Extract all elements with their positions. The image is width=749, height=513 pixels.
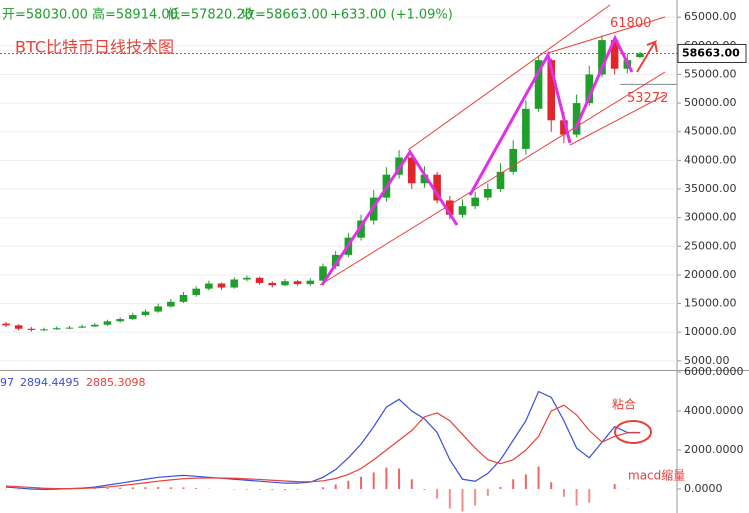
candle-body [27,328,36,330]
y-tick-label: 30000.00 [684,211,737,224]
channel-line [569,94,666,146]
wave-arrow [468,50,572,196]
candle-body [293,281,302,285]
candle-body [420,174,429,184]
candle-body [255,277,264,283]
candle-body [458,206,467,215]
y-tick-label: 10000.00 [684,325,737,338]
candle-body [78,326,86,328]
y-tick-label: 6000.0000 [684,365,744,378]
candle-body [319,266,327,281]
y-tick-label: 35000.00 [684,182,737,195]
candle-body [471,197,479,207]
candle-body [52,328,61,330]
chart-title: BTC比特币日线技术图 [15,38,174,57]
candle-body [281,281,289,286]
annotation: 粘合 [612,397,636,412]
candle-body [636,53,644,58]
candle-body [306,280,315,285]
candle-body [547,60,556,121]
forecast-arrow [636,40,658,73]
candle-body [445,200,454,215]
candle-body [243,277,251,280]
channel-line [407,4,611,151]
candle-body [141,311,150,316]
candle-body [534,60,543,109]
y-tick-label: 55000.00 [684,67,737,80]
macd-header: 2885.3098 [86,376,146,389]
candle-body [179,294,188,302]
price-tag: 58663.00 [682,46,740,59]
header-info: 高=58914.00 [92,7,178,23]
header-info: +633.00 (+1.09%) [330,8,453,23]
candle-body [192,288,201,295]
candle-body [496,171,505,190]
candle-body [90,324,99,327]
price-tag-box [677,43,747,63]
y-tick-label: 25000.00 [684,239,737,252]
candle-body [103,321,112,325]
candle-body [230,279,239,288]
macd-header: 2894.4495 [20,376,80,389]
candle-body [65,327,74,329]
annotation: 53272 [627,91,668,106]
y-tick-label: 5000.00 [684,354,730,367]
macd-line [5,404,641,490]
candle-body [40,329,48,331]
candle-body [509,148,518,172]
y-tick-label: 20000.00 [684,268,737,281]
y-tick-label: 0.0000 [684,482,723,495]
candle-body [268,282,277,286]
candle-body [154,306,162,312]
candle-body [585,74,594,104]
macd-header: 97 [0,376,14,389]
candle-body [407,157,416,184]
candle-body [522,108,530,149]
macd-line [5,390,641,491]
y-tick-label: 4000.0000 [684,404,744,417]
trend-annotations [319,4,666,444]
candle-body [331,254,340,267]
candle-body [610,40,619,69]
y-tick-label: 2000.0000 [684,443,744,456]
channel-line [547,16,666,54]
wave-arrow [573,34,634,131]
candle-body [484,189,492,198]
candle-body [217,283,226,288]
y-tick-label: 15000.00 [684,297,737,310]
candle-body [14,325,23,329]
candle-body [116,319,124,322]
y-tick-label: 50000.00 [684,96,737,109]
header-info: 低=57820.20 [167,8,253,23]
candle-body [2,323,10,326]
header-info: 收=58663.00 [242,8,328,23]
y-tick-label: 65000.00 [684,10,737,23]
candle-body [167,301,175,307]
candle-body [128,315,137,320]
candle-body [357,220,365,238]
candle-body [433,174,441,201]
highlight-circle [614,420,652,444]
candle-body [598,40,606,75]
y-tick-label: 45000.00 [684,125,737,138]
annotation: 61800 [610,16,651,31]
wave-arrow [320,149,459,286]
channel-line [319,71,666,286]
y-tick-label: 40000.00 [684,153,737,166]
candle-body [560,120,568,135]
candle-body [205,283,213,289]
header-info: 开=58030.00 [2,8,88,23]
annotation: macd缩量 [628,468,685,483]
candle-body [572,103,581,135]
